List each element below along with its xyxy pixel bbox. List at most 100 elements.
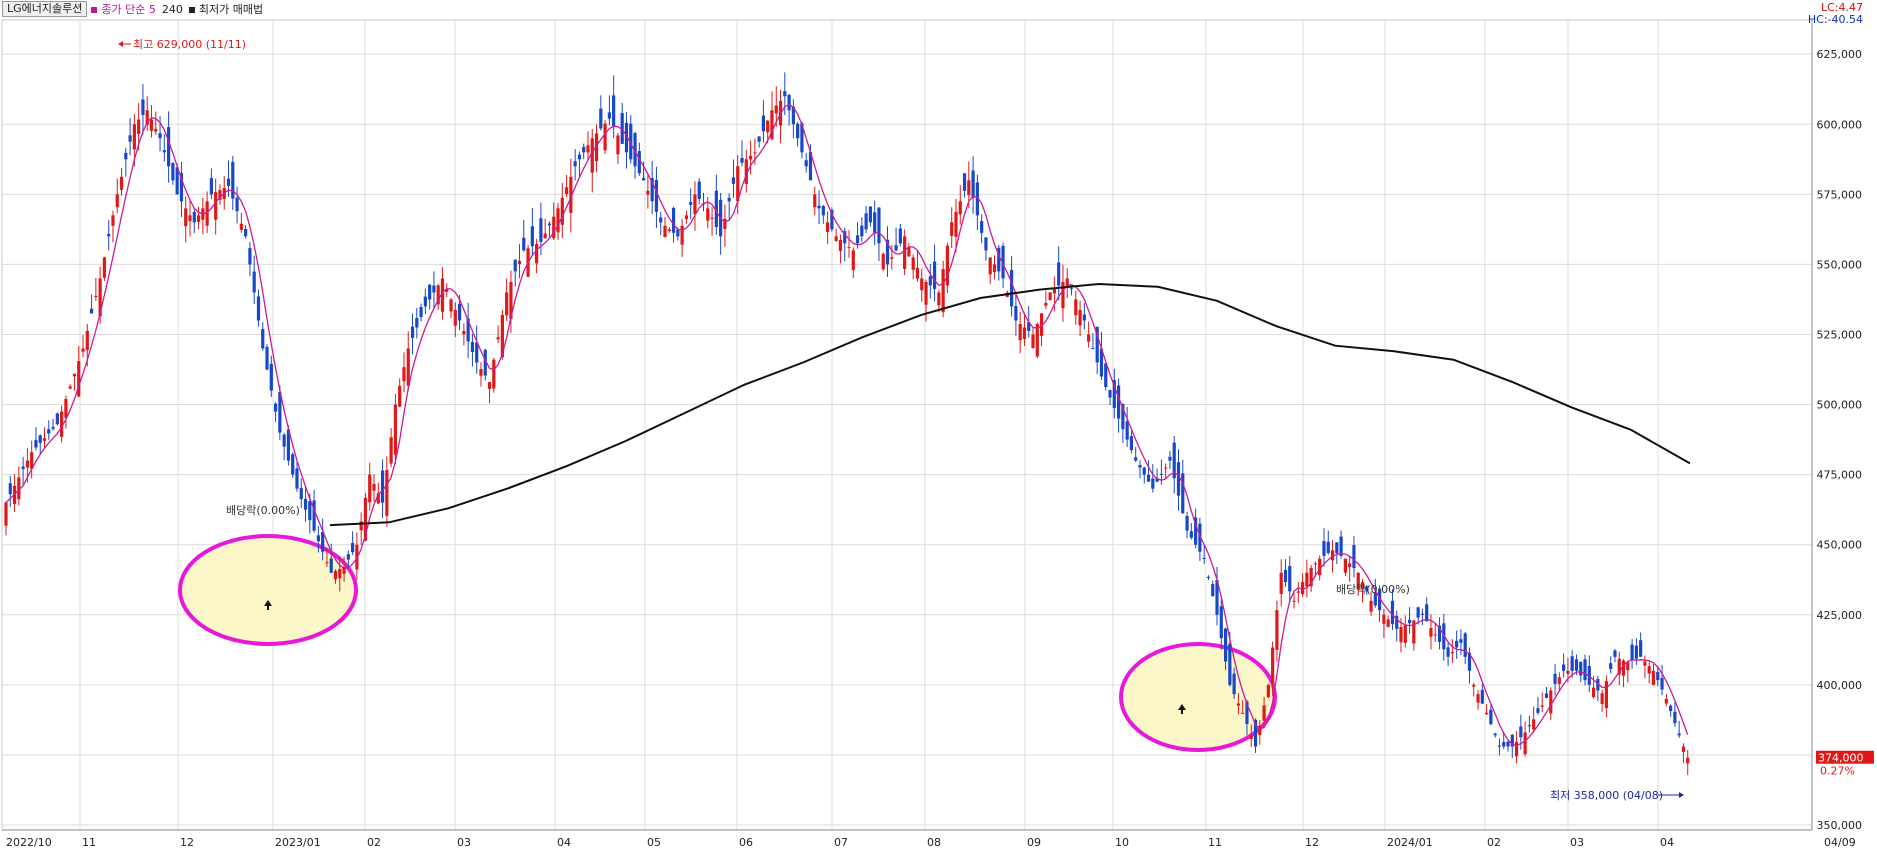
candle-body[interactable] [843, 231, 847, 244]
candle-body[interactable] [475, 342, 479, 363]
candle-body[interactable] [505, 292, 509, 316]
candle-body[interactable] [1617, 658, 1621, 675]
candle-body[interactable] [1425, 604, 1429, 622]
plot-area[interactable] [1, 19, 1813, 831]
candle-body[interactable] [226, 178, 231, 186]
candle-body[interactable] [1318, 558, 1322, 576]
candle-body[interactable] [1651, 670, 1656, 685]
candle-body[interactable] [51, 426, 55, 429]
candle-body[interactable] [1484, 712, 1489, 715]
candle-body[interactable] [1091, 348, 1095, 350]
candle-body[interactable] [1181, 473, 1185, 514]
candle-body[interactable] [1527, 725, 1531, 727]
candle-body[interactable] [205, 201, 209, 226]
candle-body[interactable] [415, 317, 419, 328]
candle-body[interactable] [586, 145, 590, 153]
candle-body[interactable] [167, 127, 171, 167]
candle-body[interactable] [299, 487, 303, 500]
candle-body[interactable] [440, 278, 445, 312]
candle-body[interactable] [1039, 313, 1044, 336]
candle-body[interactable] [1450, 652, 1454, 654]
candle-body[interactable] [684, 215, 688, 220]
candle-body[interactable] [1014, 305, 1018, 321]
candle-body[interactable] [1566, 670, 1570, 674]
candle-body[interactable] [569, 176, 573, 213]
candle-body[interactable] [1228, 643, 1232, 685]
candle-body[interactable] [21, 466, 25, 470]
candle-body[interactable] [937, 292, 941, 306]
candle-body[interactable] [731, 177, 736, 184]
candle-body[interactable] [791, 106, 795, 125]
candle-body[interactable] [68, 386, 72, 389]
candle-body[interactable] [179, 172, 184, 202]
candle-body[interactable] [564, 187, 569, 195]
candle-body[interactable] [137, 119, 141, 135]
candle-body[interactable] [744, 159, 748, 184]
candle-body[interactable] [1472, 684, 1476, 687]
candle-body[interactable] [30, 452, 34, 469]
candle-body[interactable] [761, 115, 766, 132]
candle-body[interactable] [958, 201, 962, 215]
candle-body[interactable] [924, 281, 928, 305]
candle-body[interactable] [808, 151, 813, 181]
candle-body[interactable] [492, 359, 496, 389]
candle-body[interactable] [1506, 741, 1510, 747]
candle-body[interactable] [1647, 666, 1651, 674]
candle-body[interactable] [1480, 689, 1484, 704]
candle-body[interactable] [1609, 663, 1613, 669]
candle-body[interactable] [860, 225, 864, 237]
candle-body[interactable] [94, 295, 98, 298]
candle-body[interactable] [1271, 647, 1275, 684]
candle-body[interactable] [325, 562, 329, 564]
candle-body[interactable] [329, 558, 333, 573]
candle-body[interactable] [903, 236, 907, 269]
candle-body[interactable] [616, 135, 620, 155]
candle-body[interactable] [209, 178, 214, 195]
candle-body[interactable] [1562, 664, 1566, 671]
stock-name[interactable]: LG에너지솔루션 [2, 1, 88, 17]
candle-body[interactable] [1326, 541, 1330, 554]
candle-body[interactable] [372, 483, 376, 491]
candle-body[interactable] [1604, 681, 1609, 709]
candle-body[interactable] [753, 152, 757, 154]
candle-body[interactable] [984, 237, 988, 251]
candle-body[interactable] [128, 135, 132, 142]
candle-body[interactable] [436, 285, 440, 305]
candle-body[interactable] [954, 211, 958, 237]
candle-body[interactable] [273, 403, 278, 412]
candle-body[interactable] [376, 493, 380, 504]
candle-body[interactable] [1455, 640, 1459, 648]
candle-body[interactable] [1365, 586, 1369, 592]
candle-body[interactable] [1138, 464, 1142, 468]
candle-body[interactable] [821, 206, 825, 216]
candle-body[interactable] [877, 207, 881, 244]
candle-body[interactable] [1669, 705, 1673, 712]
candle-body[interactable] [894, 245, 898, 251]
candle-body[interactable] [1437, 625, 1442, 642]
candle-body[interactable] [676, 229, 680, 237]
candle-body[interactable] [740, 157, 744, 163]
candle-body[interactable] [1125, 421, 1129, 440]
candle-body[interactable] [834, 236, 838, 241]
candle-body[interactable] [295, 468, 299, 489]
candle-body[interactable] [393, 404, 398, 455]
candle-body[interactable] [286, 429, 291, 461]
candle-body[interactable] [1502, 742, 1506, 747]
candle-body[interactable] [1151, 478, 1155, 489]
candle-body[interactable] [847, 246, 851, 248]
candle-body[interactable] [890, 257, 894, 259]
candle-body[interactable] [398, 385, 402, 407]
candle-body[interactable] [64, 398, 68, 418]
candle-body[interactable] [1232, 673, 1236, 695]
candle-body[interactable] [389, 437, 393, 464]
candle-body[interactable] [1540, 705, 1544, 707]
candle-body[interactable] [89, 308, 94, 314]
candle-body[interactable] [77, 361, 81, 397]
candle-body[interactable] [1343, 558, 1347, 573]
candle-body[interactable] [612, 95, 616, 128]
candle-body[interactable] [804, 160, 808, 167]
candle-body[interactable] [342, 567, 346, 574]
candle-body[interactable] [282, 434, 286, 447]
candle-body[interactable] [445, 288, 449, 292]
candle-body[interactable] [175, 167, 179, 195]
